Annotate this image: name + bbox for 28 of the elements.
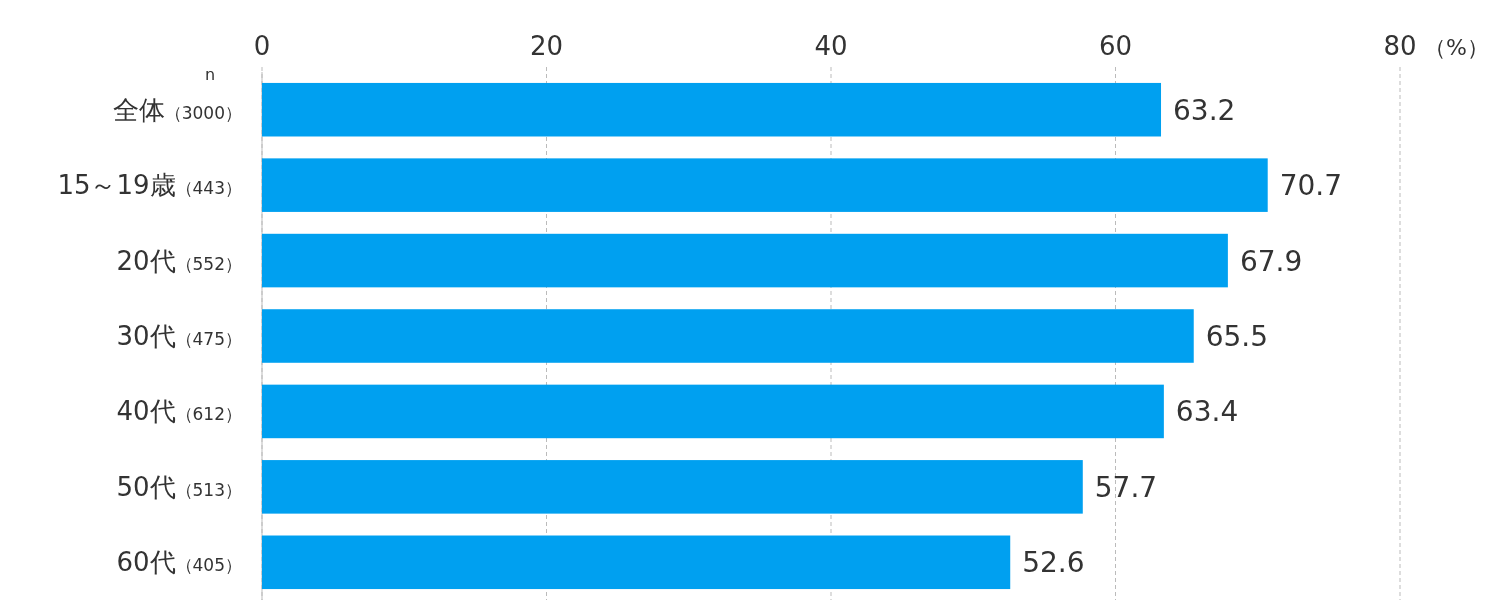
x-tick-label: 20 <box>529 31 564 61</box>
data-label: 52.6 <box>1022 546 1085 580</box>
text: n <box>204 65 216 84</box>
y-tick-label: 20代（552） <box>116 245 242 276</box>
y-tick-label: 40代（612） <box>116 396 242 427</box>
bar <box>262 309 1194 363</box>
x-tick-label: 80 <box>1383 31 1417 61</box>
data-label: 70.7 <box>1279 169 1343 203</box>
bar <box>262 82 1162 137</box>
y-tick-label: 15～19歳（443） <box>57 170 242 201</box>
bar <box>262 535 1011 590</box>
data-label: 63.2 <box>1173 93 1236 127</box>
bar <box>262 460 1083 514</box>
x-tick-label: 0 <box>253 31 271 61</box>
bar <box>262 158 1268 212</box>
bar <box>262 384 1164 439</box>
data-label: 63.4 <box>1175 395 1239 429</box>
data-label: 65.5 <box>1205 320 1269 353</box>
y-tick-label: 60代（405） <box>116 547 242 578</box>
y-tick-label: 30代（475） <box>116 321 242 351</box>
bar <box>262 233 1228 288</box>
y-tick-label: 全体（3000） <box>112 94 242 125</box>
data-label: 57.7 <box>1094 470 1158 504</box>
x-tick-label: 60 <box>1098 31 1133 61</box>
y-tick-label: 50代（513） <box>116 471 242 502</box>
x-tick-label: 40 <box>814 31 848 61</box>
x-axis-title: （%） <box>1424 35 1489 60</box>
data-label: 67.9 <box>1239 244 1303 278</box>
